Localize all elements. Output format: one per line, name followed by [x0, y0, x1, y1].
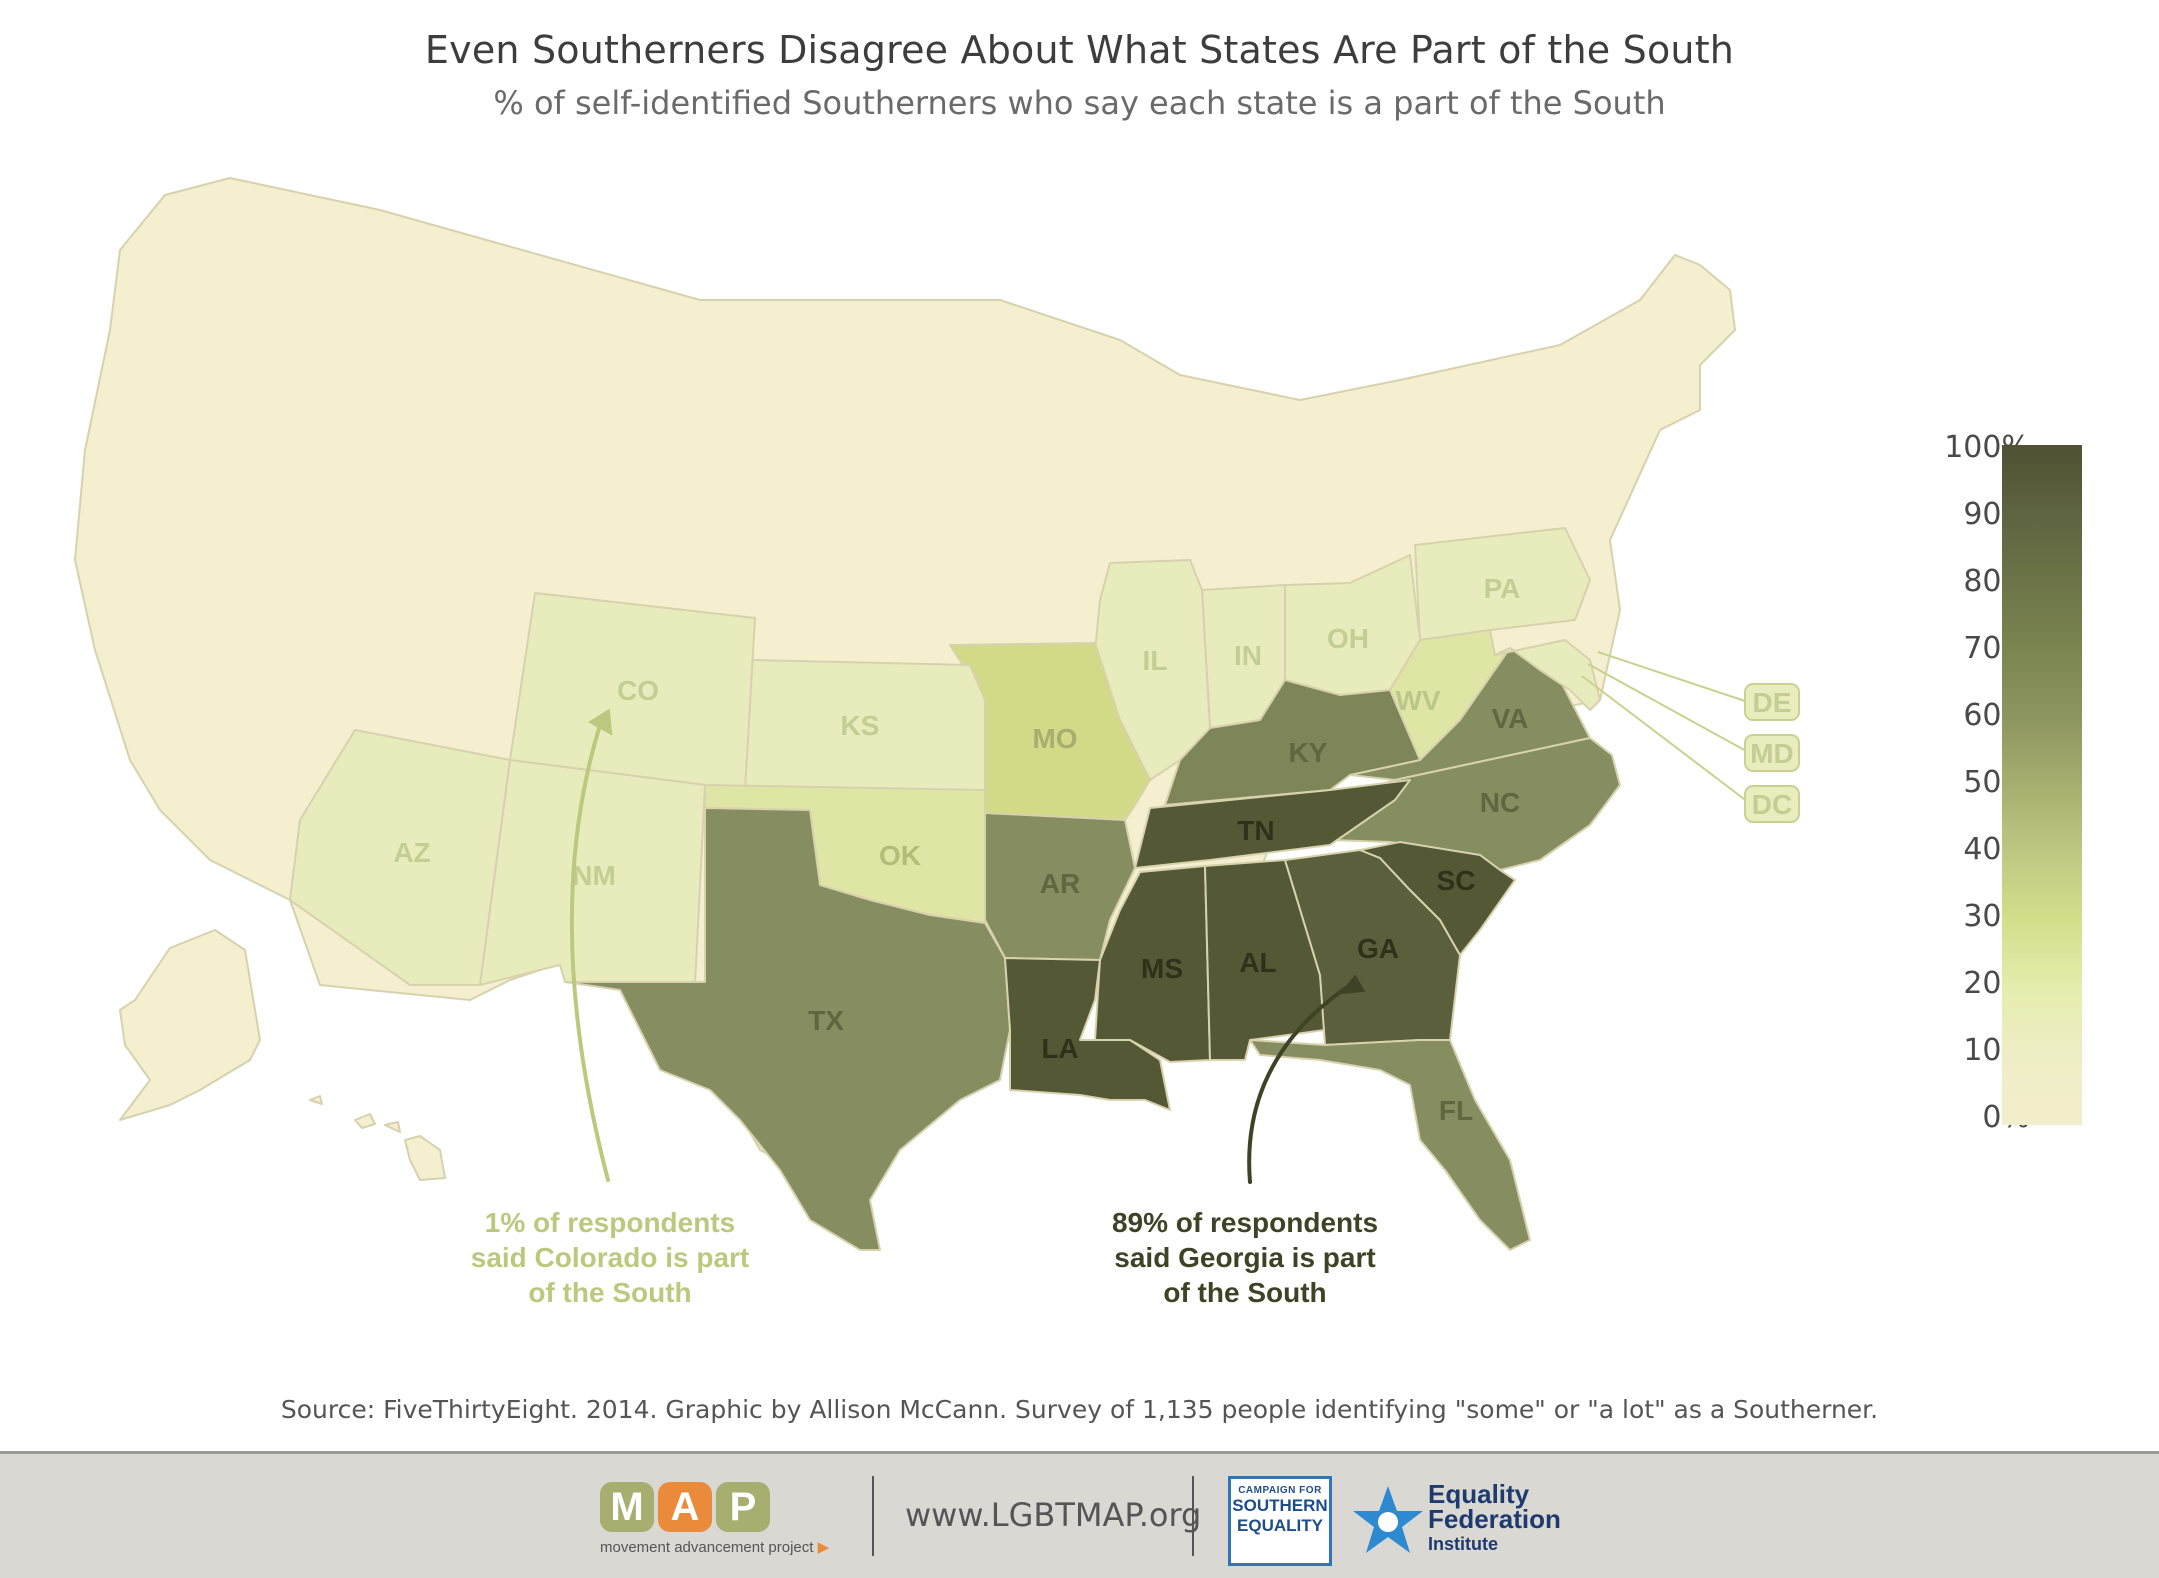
state-md-de-shape: [1494, 639, 1601, 711]
state-nc-shape: [1329, 737, 1621, 871]
efi-logo-line2: Federation: [1428, 1504, 1561, 1534]
us-choropleth-map: CO KS MO IL IN OH PA WV VA KY NC TN SC G…: [74, 177, 1800, 1251]
state-sc-shape: [1359, 841, 1516, 956]
state-label-ks: KS: [841, 710, 880, 741]
state-label-nm: NM: [572, 860, 616, 891]
source-note: Source: FiveThirtyEight. 2014. Graphic b…: [280, 1395, 1879, 1424]
state-label-ky: KY: [1289, 737, 1328, 768]
play-arrow-icon: ▶: [817, 1539, 830, 1556]
state-label-sc: SC: [1437, 865, 1476, 896]
map-tagline: movement advancement project ▶: [600, 1538, 829, 1556]
state-label-de: DE: [1753, 687, 1792, 718]
campaign-southern-equality-logo[interactable]: CAMPAIGN FOR SOUTHERN EQUALITY: [1228, 1476, 1332, 1566]
efi-logo-line1: Equality: [1428, 1479, 1530, 1509]
map-tagline-text: movement advancement project: [600, 1539, 814, 1556]
colorado-arrowhead: [588, 708, 613, 736]
annotation-arrows: [569, 708, 1366, 1184]
state-label-md: MD: [1750, 738, 1794, 769]
equality-federation-star-icon: [1353, 1486, 1423, 1553]
state-label-va: VA: [1492, 703, 1529, 734]
state-tx-shape: [564, 807, 1011, 1251]
website-link[interactable]: www.LGBTMAP.org: [905, 1496, 1202, 1534]
georgia-annotation-line: of the South: [1163, 1277, 1327, 1308]
small-state-leaders: [1581, 651, 1749, 803]
cse-logo-line2: EQUALITY: [1237, 1516, 1323, 1535]
state-label-nc: NC: [1480, 787, 1520, 818]
footer-divider: [1192, 1476, 1194, 1556]
state-label-tn: TN: [1237, 815, 1274, 846]
state-la-shape: [1004, 957, 1171, 1111]
state-label-in: IN: [1234, 640, 1262, 671]
state-label-fl: FL: [1439, 1095, 1473, 1126]
map-logo-letter: M: [600, 1482, 654, 1532]
leader-line-md: [1587, 663, 1749, 753]
state-label-co: CO: [617, 675, 659, 706]
efi-logo-line3: Institute: [1428, 1534, 1498, 1554]
callout-box-dc: [1744, 785, 1800, 823]
state-label-tx: TX: [808, 1005, 844, 1036]
color-scale-legend: 100% 90% 80% 70% 60% 50% 40% 30% 20% 10%…: [1880, 430, 2120, 1150]
state-fl-shape: [1249, 1039, 1531, 1251]
state-label-ok: OK: [879, 840, 921, 871]
chart-subtitle: % of self-identified Southerners who say…: [493, 84, 1666, 122]
colorado-annotation-line: of the South: [528, 1277, 692, 1308]
georgia-arrow: [1247, 983, 1352, 1184]
callout-box-md: [1744, 734, 1800, 772]
legend-gradient-bar: [2002, 445, 2082, 1125]
state-label-az: AZ: [393, 837, 430, 868]
georgia-annotation-line: said Georgia is part: [1114, 1242, 1376, 1273]
state-label-pa: PA: [1484, 573, 1521, 604]
state-label-wv: WV: [1395, 685, 1440, 716]
map-logo-letter: A: [658, 1482, 712, 1532]
state-label-mo: MO: [1032, 723, 1077, 754]
state-shapes: [74, 177, 1736, 1251]
cse-logo-line1: SOUTHERN: [1232, 1496, 1328, 1515]
state-label-ga: GA: [1357, 933, 1399, 964]
equality-federation-logo[interactable]: Equality Federation Institute: [1428, 1479, 1561, 1557]
colorado-annotation-line: said Colorado is part: [470, 1242, 750, 1273]
state-label-dc: DC: [1752, 789, 1792, 820]
state-ar-shape: [984, 812, 1136, 961]
georgia-arrowhead: [1338, 974, 1366, 995]
state-label-la: LA: [1041, 1033, 1078, 1064]
colorado-arrow: [569, 723, 610, 1182]
chart-title: Even Southerners Disagree About What Sta…: [424, 28, 1735, 72]
small-state-callouts: [1744, 683, 1800, 823]
state-label-ar: AR: [1040, 868, 1080, 899]
state-label-al: AL: [1239, 947, 1276, 978]
state-il-shape: [1094, 559, 1211, 781]
georgia-annotation-line: 89% of respondents: [1111, 1207, 1379, 1238]
state-label-oh: OH: [1327, 623, 1369, 654]
cse-logo-small-text: CAMPAIGN FOR: [1238, 1485, 1322, 1496]
colorado-annotation-line: 1% of respondents: [484, 1207, 736, 1238]
georgia-annotation: 89% of respondents said Georgia is part …: [1075, 1205, 1415, 1310]
callout-box-de: [1744, 683, 1800, 721]
hawaii-shape: [309, 1095, 446, 1181]
leader-line-de: [1597, 651, 1749, 703]
state-label-il: IL: [1143, 645, 1168, 676]
leader-line-dc: [1581, 675, 1749, 803]
colorado-annotation: 1% of respondents said Colorado is part …: [440, 1205, 780, 1310]
state-tn-shape: [1134, 779, 1411, 869]
state-labels: CO KS MO IL IN OH PA WV VA KY NC TN SC G…: [393, 573, 1793, 1126]
footer-divider: [872, 1476, 874, 1556]
alaska-shape: [119, 929, 261, 1121]
map-logo-letter: P: [716, 1482, 770, 1532]
state-label-ms: MS: [1141, 953, 1183, 984]
